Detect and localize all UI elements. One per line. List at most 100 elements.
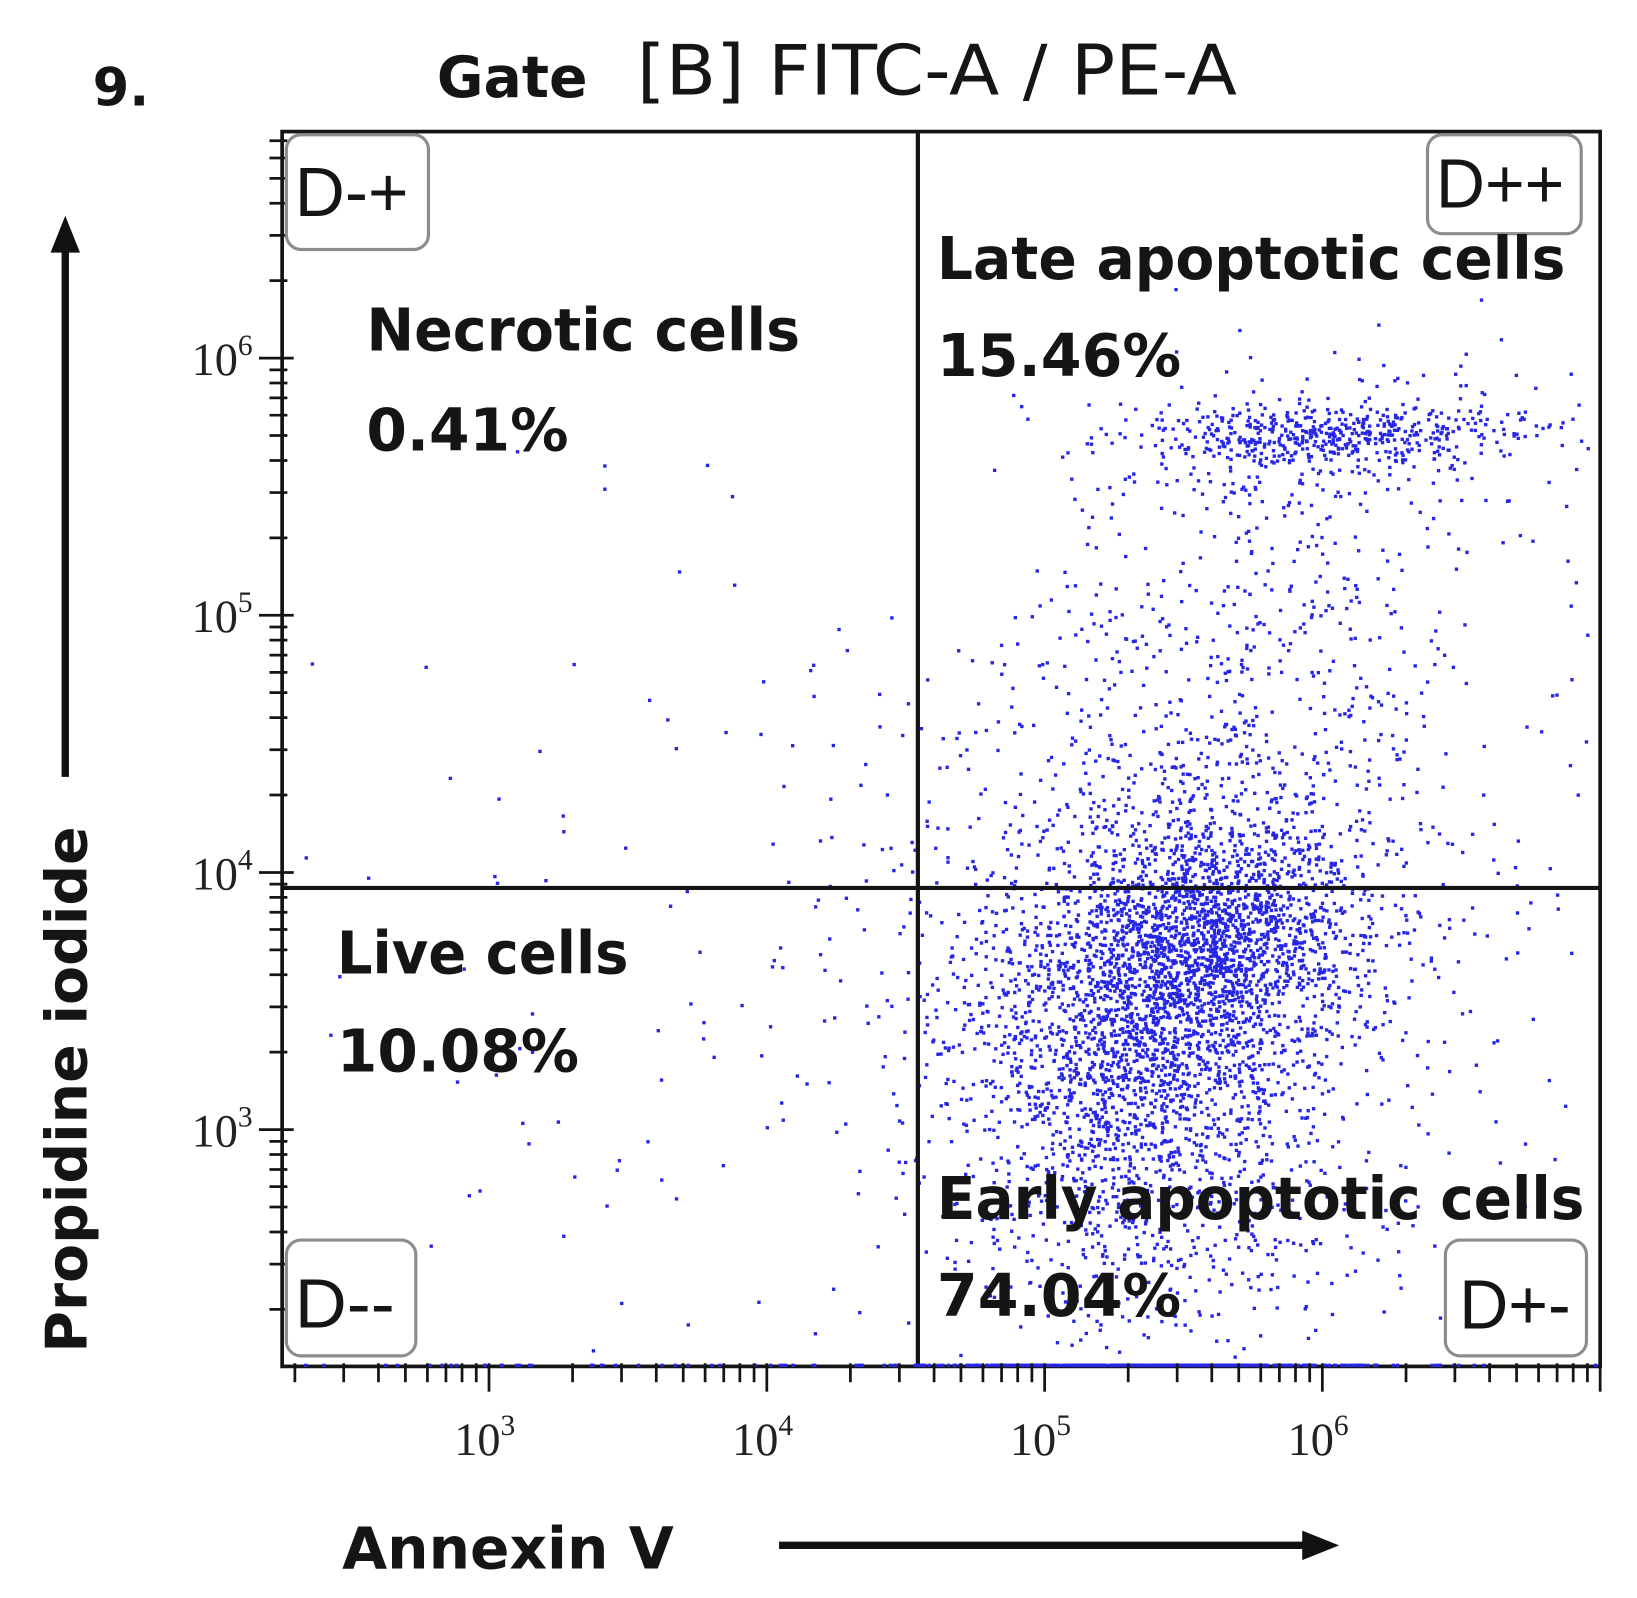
event-dot bbox=[1062, 962, 1066, 966]
event-dot bbox=[1180, 912, 1185, 916]
event-dot bbox=[1224, 804, 1229, 809]
event-dot bbox=[1561, 421, 1565, 425]
event-dot bbox=[1118, 402, 1123, 406]
event-dot bbox=[1272, 877, 1276, 882]
event-dot bbox=[1049, 755, 1054, 760]
event-dot bbox=[1078, 1057, 1082, 1062]
event-dot bbox=[1248, 422, 1252, 427]
event-dot bbox=[1155, 798, 1159, 802]
event-dot bbox=[1523, 1204, 1527, 1209]
event-dot bbox=[1258, 620, 1262, 625]
event-dot bbox=[828, 937, 832, 941]
event-dot bbox=[1189, 917, 1193, 921]
event-dot bbox=[1116, 1134, 1121, 1138]
event-dot bbox=[1160, 979, 1165, 984]
event-dot bbox=[1382, 363, 1386, 368]
event-dot bbox=[1304, 896, 1308, 900]
event-dot bbox=[1280, 859, 1284, 864]
event-dot bbox=[1294, 947, 1298, 951]
event-dot bbox=[1186, 939, 1191, 944]
event-dot bbox=[1469, 428, 1474, 432]
event-dot bbox=[1204, 869, 1209, 873]
event-dot bbox=[1277, 436, 1282, 441]
event-dot bbox=[1312, 757, 1316, 762]
event-dot bbox=[1260, 413, 1265, 417]
event-dot bbox=[1237, 1067, 1241, 1071]
event-dot bbox=[1076, 899, 1080, 903]
event-dot bbox=[1074, 1062, 1078, 1067]
event-dot bbox=[1289, 584, 1293, 588]
event-dot bbox=[1517, 411, 1521, 415]
event-dot bbox=[1281, 960, 1286, 965]
event-dot bbox=[1269, 908, 1274, 913]
event-dot bbox=[1065, 1164, 1070, 1168]
event-dot bbox=[1350, 431, 1354, 436]
event-dot bbox=[1112, 683, 1117, 687]
event-dot bbox=[1229, 511, 1233, 516]
event-dot bbox=[1101, 1253, 1105, 1257]
event-dot bbox=[1313, 1029, 1317, 1033]
event-dot bbox=[1307, 902, 1311, 907]
event-dot bbox=[1074, 633, 1078, 637]
event-dot bbox=[1179, 920, 1184, 924]
event-dot bbox=[1246, 944, 1251, 948]
event-dot bbox=[1158, 931, 1162, 936]
event-dot bbox=[1158, 1034, 1163, 1039]
event-dot bbox=[1267, 905, 1271, 909]
event-dot bbox=[1222, 958, 1226, 962]
event-dot bbox=[1291, 811, 1295, 815]
event-dot bbox=[1005, 847, 1010, 852]
event-dot bbox=[1195, 635, 1200, 639]
event-dot bbox=[1227, 776, 1231, 780]
event-dot bbox=[1331, 659, 1336, 663]
event-dot bbox=[1117, 971, 1121, 976]
event-dot bbox=[1198, 1177, 1202, 1182]
event-dot bbox=[1157, 1089, 1162, 1093]
event-dot bbox=[1149, 955, 1153, 960]
event-dot bbox=[1363, 888, 1367, 893]
event-dot bbox=[1141, 870, 1145, 874]
event-dot bbox=[1264, 1101, 1268, 1105]
event-dot bbox=[1027, 1102, 1032, 1106]
event-dot bbox=[1274, 937, 1278, 941]
event-dot bbox=[1209, 1032, 1214, 1036]
event-dot bbox=[1281, 1091, 1285, 1095]
event-dot bbox=[1152, 902, 1156, 907]
event-dot bbox=[1247, 967, 1252, 972]
event-dot bbox=[1249, 1005, 1254, 1010]
event-dot bbox=[1335, 426, 1339, 430]
event-dot bbox=[1057, 1025, 1061, 1029]
event-dot bbox=[1313, 439, 1318, 444]
event-dot bbox=[1140, 878, 1145, 882]
event-dot bbox=[1204, 1125, 1208, 1130]
event-dot bbox=[1127, 895, 1131, 899]
event-dot bbox=[1367, 429, 1371, 434]
event-dot bbox=[1006, 1095, 1010, 1099]
event-dot bbox=[1070, 942, 1074, 947]
event-dot bbox=[1014, 984, 1019, 988]
event-dot bbox=[1350, 1034, 1354, 1039]
event-dot bbox=[1456, 960, 1461, 964]
event-dot bbox=[1249, 440, 1253, 445]
event-dot bbox=[1239, 662, 1244, 667]
event-dot bbox=[1245, 423, 1249, 428]
event-dot bbox=[1067, 864, 1071, 868]
event-dot bbox=[1121, 930, 1125, 934]
event-dot bbox=[1324, 431, 1329, 436]
event-dot bbox=[1154, 1023, 1158, 1027]
event-dot bbox=[1302, 622, 1306, 626]
event-dot bbox=[1276, 944, 1280, 948]
event-dot bbox=[1174, 350, 1179, 354]
event-dot bbox=[1001, 1052, 1005, 1057]
event-dot bbox=[1240, 935, 1244, 940]
event-dot bbox=[1305, 405, 1309, 409]
event-dot bbox=[1415, 1053, 1420, 1058]
event-dot bbox=[1159, 938, 1163, 942]
event-dot bbox=[1122, 1047, 1127, 1051]
event-dot bbox=[1223, 1080, 1227, 1085]
event-dot bbox=[1142, 998, 1146, 1003]
event-dot bbox=[1173, 1031, 1178, 1035]
event-dot bbox=[1250, 677, 1254, 682]
event-dot bbox=[1027, 843, 1031, 847]
